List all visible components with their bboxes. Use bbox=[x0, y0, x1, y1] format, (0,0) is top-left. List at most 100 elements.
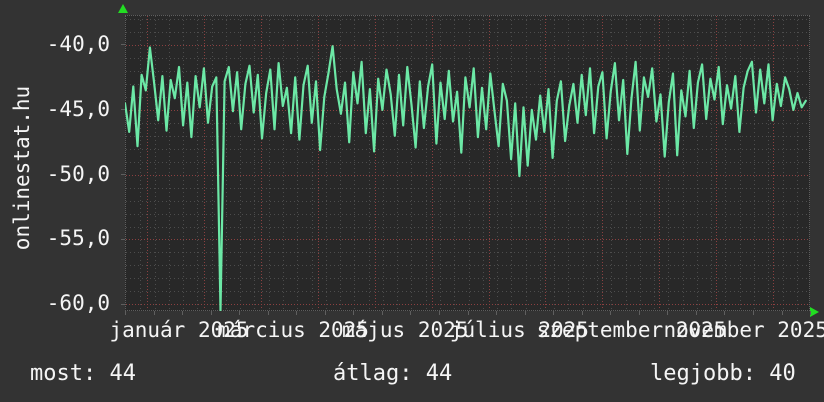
x-axis-tick-mark bbox=[410, 311, 412, 315]
gridline-v-major bbox=[317, 16, 319, 310]
x-axis-tick-mark bbox=[724, 311, 726, 315]
gridline-v-minor bbox=[468, 16, 470, 310]
gridline-v-minor bbox=[154, 16, 156, 310]
gridline-v-minor bbox=[197, 16, 199, 310]
gridline-v-minor bbox=[183, 16, 185, 310]
x-axis-tick-mark bbox=[182, 311, 184, 315]
gridline-v-minor bbox=[297, 16, 299, 310]
gridline-v-minor bbox=[454, 16, 456, 310]
gridline-h-minor bbox=[126, 31, 809, 33]
y-axis-tick-mark bbox=[121, 303, 125, 305]
gridline-v-minor bbox=[382, 16, 384, 310]
gridline-v-minor bbox=[368, 16, 370, 310]
y-tick-label: -45,0 bbox=[46, 96, 110, 121]
gridline-v-minor bbox=[725, 16, 727, 310]
stat-best-value: 40 bbox=[769, 361, 796, 386]
gridline-h-minor bbox=[126, 187, 809, 189]
x-axis-tick-mark bbox=[553, 311, 555, 315]
gridline-v-minor bbox=[611, 16, 613, 310]
x-axis-tick-mark bbox=[695, 311, 697, 315]
gridline-v-major bbox=[716, 16, 718, 310]
x-axis-tick-mark bbox=[638, 311, 640, 315]
gridline-v-minor bbox=[654, 16, 655, 310]
gridline-v-minor bbox=[539, 16, 541, 310]
x-axis-tick-mark bbox=[496, 311, 497, 315]
gridline-h-minor bbox=[126, 70, 809, 72]
stat-most: most: 44 bbox=[30, 361, 136, 387]
stat-average-label: átlag: bbox=[333, 361, 413, 386]
plot-area bbox=[125, 15, 810, 311]
gridline-v-minor bbox=[482, 16, 484, 310]
gridline-v-minor bbox=[140, 16, 142, 310]
gridline-h-major bbox=[126, 109, 809, 111]
gridline-v-minor bbox=[211, 16, 213, 310]
gridline-v-major bbox=[147, 16, 148, 310]
gridline-v-minor bbox=[240, 16, 242, 310]
gridline-v-minor bbox=[682, 16, 684, 310]
gridline-v-major bbox=[602, 16, 604, 310]
x-axis-tick-mark bbox=[439, 311, 440, 315]
gridline-h-minor bbox=[126, 83, 809, 85]
x-axis-tick-mark bbox=[810, 311, 811, 315]
gridline-v-minor bbox=[354, 16, 356, 310]
gridline-v-minor bbox=[625, 16, 627, 310]
gridline-v-minor bbox=[225, 16, 227, 310]
x-tick-label: szeptember 2025 bbox=[536, 318, 727, 342]
gridline-h-minor bbox=[126, 122, 809, 124]
gridline-v-minor bbox=[768, 16, 770, 310]
gridline-h-minor bbox=[126, 18, 809, 20]
gridline-h-minor bbox=[126, 265, 809, 267]
stat-best: legjobb: 40 bbox=[650, 361, 796, 387]
gridline-v-minor bbox=[753, 16, 755, 310]
gridline-h-major bbox=[126, 239, 809, 241]
gridline-v-minor bbox=[311, 16, 313, 310]
x-axis-tick-mark bbox=[296, 311, 298, 315]
stat-average: átlag: 44 bbox=[333, 361, 452, 387]
gridline-v-minor bbox=[497, 16, 498, 310]
gridline-v-minor bbox=[340, 16, 342, 310]
x-axis-tick-mark bbox=[353, 311, 355, 315]
gridline-v-minor bbox=[696, 16, 698, 310]
x-axis-tick-mark bbox=[581, 311, 583, 315]
gridline-v-minor bbox=[596, 16, 598, 310]
gridline-v-minor bbox=[711, 16, 713, 310]
gridline-v-minor bbox=[782, 16, 784, 310]
gridline-v-minor bbox=[739, 16, 741, 310]
x-axis-tick-mark bbox=[524, 311, 526, 315]
gridline-v-major bbox=[203, 16, 205, 310]
gridline-v-minor bbox=[639, 16, 641, 310]
x-tick-label: január 2025 bbox=[109, 318, 249, 342]
gridline-v-minor bbox=[397, 16, 399, 310]
gridline-v-minor bbox=[668, 16, 670, 310]
y-axis-arrow-icon bbox=[118, 4, 128, 13]
gridline-h-minor bbox=[126, 135, 809, 137]
gridline-h-minor bbox=[126, 148, 809, 150]
gridline-h-minor bbox=[126, 161, 809, 163]
gridline-v-minor bbox=[568, 16, 570, 310]
gridline-v-major bbox=[659, 16, 661, 310]
x-tick-label: november 2025 bbox=[663, 318, 824, 342]
x-tick-label: május 2025 bbox=[341, 318, 469, 342]
gridline-v-minor bbox=[582, 16, 584, 310]
gridline-v-minor bbox=[411, 16, 413, 310]
gridline-v-minor bbox=[425, 16, 427, 310]
stat-most-label: most: bbox=[30, 361, 97, 386]
gridline-h-minor bbox=[126, 200, 809, 202]
gridline-h-major bbox=[126, 174, 809, 176]
gridline-h-minor bbox=[126, 291, 809, 293]
gridline-v-minor bbox=[325, 16, 327, 310]
gridline-v-major bbox=[260, 16, 262, 310]
gridline-h-minor bbox=[126, 252, 809, 254]
gridline-h-minor bbox=[126, 213, 809, 215]
stats-bar: most: 44 átlag: 44 legjobb: 40 bbox=[0, 361, 824, 391]
gridline-v-major bbox=[431, 16, 433, 310]
x-axis-tick-mark bbox=[667, 311, 669, 315]
gridline-h-major bbox=[126, 44, 809, 46]
chart-line-svg bbox=[125, 45, 807, 311]
gridline-h-major bbox=[126, 304, 809, 306]
gridline-v-major bbox=[773, 16, 775, 310]
x-axis-tick-mark bbox=[752, 311, 754, 315]
gridline-v-minor bbox=[268, 16, 270, 310]
gridline-v-major bbox=[374, 16, 376, 310]
x-axis-tick-mark bbox=[324, 311, 326, 315]
